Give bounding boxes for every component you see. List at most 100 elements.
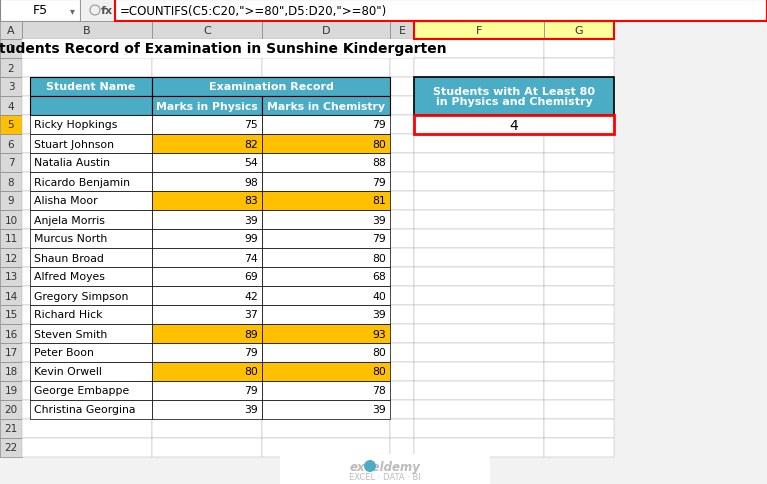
Bar xyxy=(22,192,152,211)
Text: 39: 39 xyxy=(244,215,258,225)
Bar xyxy=(414,154,544,173)
Text: 79: 79 xyxy=(372,120,386,130)
Text: exceldemy: exceldemy xyxy=(350,461,420,473)
Bar xyxy=(390,419,414,438)
Text: 40: 40 xyxy=(372,291,386,301)
Bar xyxy=(262,154,390,173)
Bar xyxy=(544,116,614,135)
Bar xyxy=(152,343,262,362)
Text: Natalia Austin: Natalia Austin xyxy=(34,158,110,168)
Bar xyxy=(544,305,614,324)
Bar xyxy=(262,362,390,381)
Bar xyxy=(0,400,22,419)
Bar xyxy=(0,362,22,381)
Bar xyxy=(262,381,390,400)
Text: 4: 4 xyxy=(509,118,518,132)
Text: 18: 18 xyxy=(5,367,18,377)
Text: A: A xyxy=(7,26,15,36)
Bar xyxy=(390,154,414,173)
Text: Alisha Moor: Alisha Moor xyxy=(34,196,97,206)
Bar xyxy=(544,59,614,78)
Text: 79: 79 xyxy=(372,177,386,187)
Bar xyxy=(152,192,262,211)
Text: 11: 11 xyxy=(5,234,18,244)
Bar xyxy=(30,248,152,268)
Text: 82: 82 xyxy=(244,139,258,149)
Bar xyxy=(262,248,390,268)
Bar xyxy=(152,116,262,135)
Bar xyxy=(414,268,544,287)
Bar xyxy=(390,116,414,135)
Text: 39: 39 xyxy=(372,405,386,415)
Text: 37: 37 xyxy=(244,310,258,320)
Bar xyxy=(0,0,767,22)
Text: Richard Hick: Richard Hick xyxy=(34,310,103,320)
Bar xyxy=(544,287,614,305)
Bar xyxy=(152,268,262,287)
Bar xyxy=(30,97,152,116)
Bar xyxy=(30,400,152,419)
Bar xyxy=(262,400,390,419)
Bar xyxy=(0,381,22,400)
Text: Murcus North: Murcus North xyxy=(34,234,107,244)
Bar xyxy=(30,135,152,154)
Bar xyxy=(22,59,152,78)
Bar xyxy=(152,59,262,78)
Bar xyxy=(262,287,390,305)
Bar xyxy=(390,343,414,362)
Text: Examination Record: Examination Record xyxy=(209,82,334,92)
Text: 42: 42 xyxy=(244,291,258,301)
Bar xyxy=(152,419,262,438)
Text: Students with At Least 80: Students with At Least 80 xyxy=(433,87,595,97)
Text: 80: 80 xyxy=(372,348,386,358)
Bar xyxy=(152,248,262,268)
Bar xyxy=(22,78,152,97)
Bar xyxy=(262,248,390,268)
Text: Peter Boon: Peter Boon xyxy=(34,348,94,358)
Text: 3: 3 xyxy=(8,82,15,92)
Text: Stuart Johnson: Stuart Johnson xyxy=(34,139,114,149)
Bar xyxy=(22,381,152,400)
Text: 5: 5 xyxy=(8,120,15,130)
Text: 19: 19 xyxy=(5,386,18,396)
Bar xyxy=(30,268,152,287)
Bar xyxy=(0,211,22,229)
Bar xyxy=(30,116,152,135)
Bar xyxy=(390,400,414,419)
Bar xyxy=(262,268,390,287)
Bar xyxy=(22,97,152,116)
Bar xyxy=(544,40,614,59)
Bar xyxy=(262,211,390,229)
Bar xyxy=(414,116,614,135)
Bar xyxy=(152,400,262,419)
Bar xyxy=(22,324,152,343)
Text: 20: 20 xyxy=(5,405,18,415)
Text: 74: 74 xyxy=(244,253,258,263)
Bar xyxy=(30,154,152,173)
Bar xyxy=(0,324,22,343)
Bar xyxy=(262,116,390,135)
Bar xyxy=(22,248,152,268)
Text: Marks in Chemistry: Marks in Chemistry xyxy=(267,101,385,111)
Bar xyxy=(152,287,262,305)
Bar xyxy=(0,343,22,362)
Bar xyxy=(22,40,414,59)
Text: Shaun Broad: Shaun Broad xyxy=(34,253,104,263)
Text: 39: 39 xyxy=(244,405,258,415)
Bar xyxy=(414,22,544,40)
Bar xyxy=(390,22,414,40)
Bar xyxy=(262,438,390,457)
Bar xyxy=(22,305,152,324)
Text: 7: 7 xyxy=(8,158,15,168)
Bar xyxy=(30,381,152,400)
Bar xyxy=(390,97,414,116)
Bar xyxy=(152,173,262,192)
Bar xyxy=(262,305,390,324)
Bar xyxy=(414,343,544,362)
Bar xyxy=(414,59,544,78)
Bar xyxy=(414,381,544,400)
Text: Anjela Morris: Anjela Morris xyxy=(34,215,105,225)
Bar xyxy=(30,229,152,248)
Text: 69: 69 xyxy=(244,272,258,282)
Bar xyxy=(152,305,262,324)
